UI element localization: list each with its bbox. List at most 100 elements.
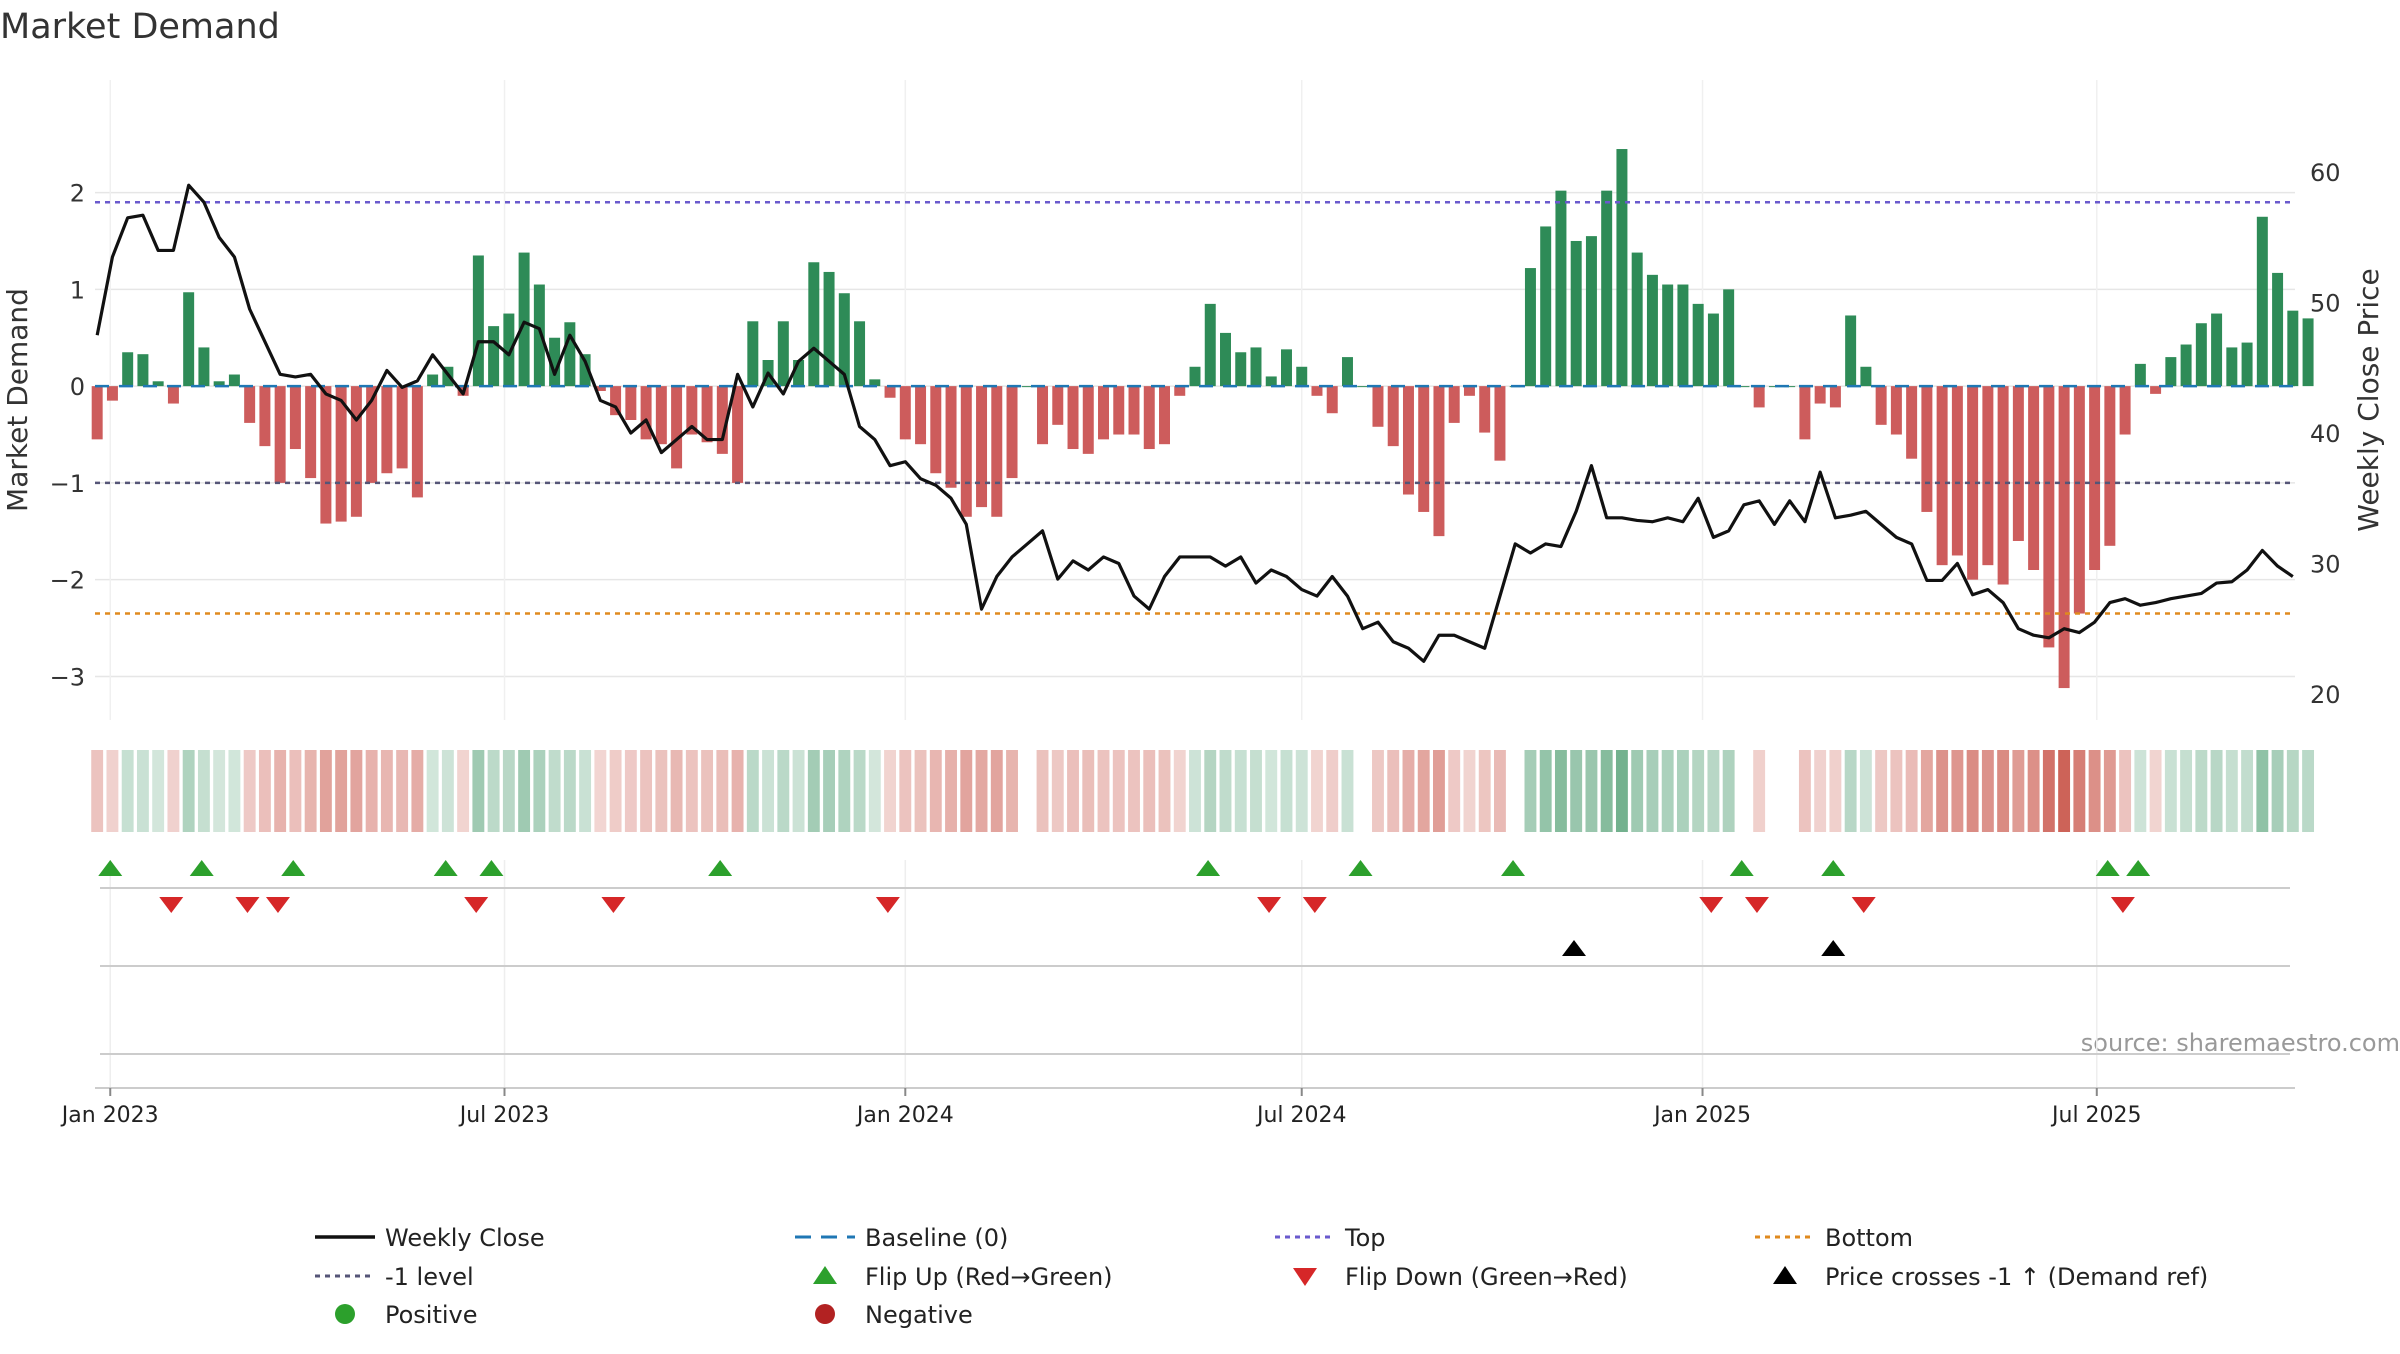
weekly-close-line [95, 183, 2294, 663]
demand-bar [1753, 386, 1765, 408]
strip-cell [1387, 750, 1400, 832]
strip-cell [319, 750, 332, 832]
strip-cell [152, 750, 165, 832]
flip-down-marker [1744, 897, 1769, 913]
demand-bar [1006, 386, 1018, 479]
flip-down-marker [1302, 897, 1327, 913]
strip-cell [1524, 750, 1537, 832]
strip-cell [1554, 750, 1567, 832]
demand-bar [2134, 363, 2146, 387]
demand-bar [396, 386, 408, 469]
demand-bar [1326, 386, 1338, 414]
demand-bar [884, 386, 896, 398]
flip-up-marker [1348, 860, 1373, 876]
strip-cell [655, 750, 668, 832]
demand-bar [1692, 303, 1704, 387]
demand-bar [899, 386, 911, 440]
strip-cell [197, 750, 210, 832]
demand-bar [1220, 332, 1231, 387]
strip-cell [2241, 750, 2254, 832]
strip-cell [1250, 750, 1262, 832]
demand-bar [2287, 310, 2299, 387]
demand-bar [2028, 386, 2040, 570]
strip-cell [960, 750, 973, 832]
legend-label: Top [1344, 1224, 1386, 1252]
demand-bar [1479, 386, 1491, 433]
demand-bar [1616, 149, 1628, 387]
strip-cell [1311, 750, 1323, 832]
demand-bar [2211, 313, 2223, 387]
legend-label: Weekly Close [385, 1224, 545, 1252]
demand-bar [594, 386, 606, 391]
x-tick-label: Jan 2024 [855, 1103, 954, 1128]
strip-cell [1585, 750, 1598, 832]
strip-cell [1234, 750, 1247, 832]
y2-tick-label: 40 [2310, 420, 2341, 448]
demand-bar [1296, 366, 1308, 387]
strip-cell [1966, 750, 1979, 832]
strip-cell [1753, 750, 1766, 832]
strip-cell [1448, 750, 1461, 832]
legend-swatch [815, 1304, 835, 1324]
strip-cell [1082, 750, 1095, 832]
demand-bar [1540, 226, 1552, 387]
strip-cell [441, 750, 454, 832]
strip-cell [2088, 750, 2101, 832]
demand-bar [366, 386, 378, 483]
flip-down-marker [2110, 897, 2135, 913]
demand-bar [91, 386, 103, 440]
flip-down-marker [265, 897, 290, 913]
strip-cell [807, 750, 820, 832]
demand-bar [1128, 386, 1140, 435]
strip-cell [1402, 750, 1415, 832]
strip-cell [609, 750, 622, 832]
price-layer [95, 183, 2294, 663]
strip-cell [380, 750, 393, 832]
demand-bar [1159, 386, 1170, 445]
demand-bar [2104, 386, 2116, 546]
demand-bar [610, 386, 622, 416]
demand-bar [122, 352, 134, 387]
legend: Weekly Close Baseline (0) Top Bottom -1 leve… [315, 1224, 2208, 1329]
demand-bar [2119, 386, 2131, 435]
legend-swatch [813, 1266, 837, 1284]
strip-cell [274, 750, 287, 832]
strip-cell [2134, 750, 2147, 832]
strip-cell [2302, 750, 2315, 832]
flip-down-marker [464, 897, 489, 913]
strip-cell [1265, 750, 1278, 832]
strip-cell [990, 750, 1003, 832]
strip-cell [1097, 750, 1110, 832]
strip-cell [1051, 750, 1064, 832]
demand-bar [335, 386, 347, 522]
flip-up-marker [189, 860, 214, 876]
strip-cell [1570, 750, 1583, 832]
demand-bar [1311, 386, 1323, 396]
flip-up-marker [1196, 860, 1221, 876]
strip-cell [929, 750, 942, 832]
demand-bar [808, 262, 820, 387]
strip-cell [396, 750, 409, 832]
demand-bar [2012, 386, 2024, 541]
strip-cell [853, 750, 866, 832]
strip-cell [1295, 750, 1308, 832]
strip-cell [1478, 750, 1491, 832]
demand-bar [1463, 386, 1475, 396]
demand-bar [579, 354, 591, 387]
demand-bar [1906, 386, 1918, 459]
legend-label: Bottom [1825, 1224, 1913, 1252]
demand-bar [2150, 386, 2162, 394]
demand-bar [488, 326, 500, 387]
demand-bar [350, 386, 362, 517]
strip-cell [1829, 750, 1842, 832]
strip-cell [2058, 750, 2071, 832]
demand-bar [2165, 357, 2177, 387]
strip-cell [411, 750, 424, 832]
demand-bar [976, 386, 988, 508]
demand-bar [838, 293, 850, 387]
y2-axis-label: Weekly Close Price [2352, 268, 2385, 531]
strip-cell [1890, 750, 1903, 832]
strip-cell [243, 750, 256, 832]
demand-bar [1265, 376, 1277, 387]
strip-cell [594, 750, 607, 832]
